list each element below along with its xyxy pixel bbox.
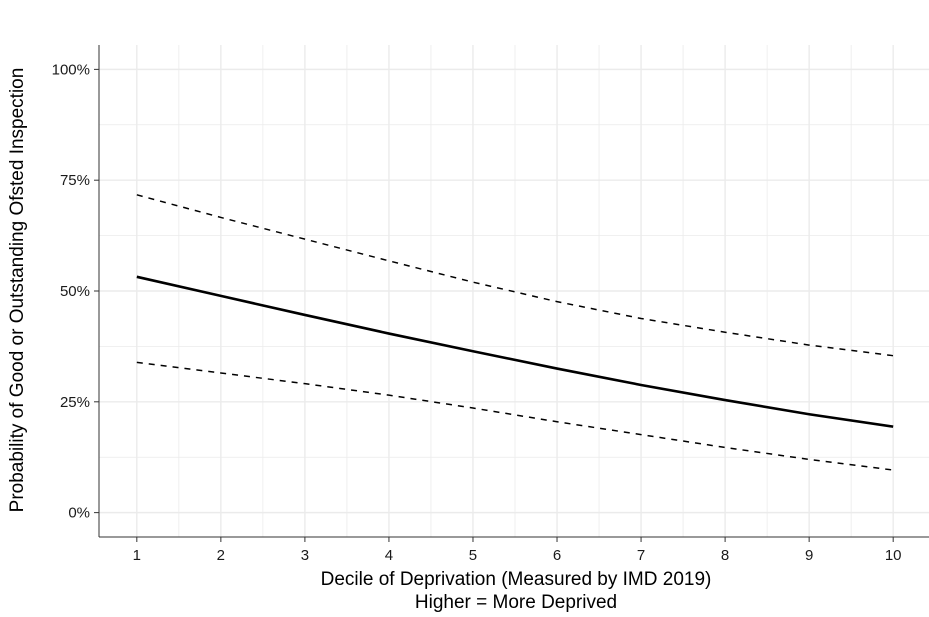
series-layer bbox=[136, 194, 894, 471]
x-tick-label: 6 bbox=[553, 547, 561, 564]
y-axis-title: Probability of Good or Outstanding Ofste… bbox=[7, 68, 28, 513]
y-tick-layer: 0% 25% 50% 75% 100% bbox=[52, 61, 99, 522]
x-tick-label: 5 bbox=[469, 547, 477, 564]
y-tick-label: 75% bbox=[60, 172, 90, 189]
y-tick-label: 25% bbox=[60, 394, 90, 411]
grid-major bbox=[99, 45, 929, 537]
x-axis-title: Decile of Deprivation (Measured by IMD 2… bbox=[321, 569, 712, 590]
y-tick-label: 50% bbox=[60, 283, 90, 300]
x-tick-label: 8 bbox=[721, 547, 729, 564]
x-tick-label: 2 bbox=[217, 547, 225, 564]
x-tick-label: 1 bbox=[133, 547, 141, 564]
x-tick-layer: 1 2 3 4 5 6 7 8 9 10 bbox=[133, 537, 902, 564]
y-tick-label: 100% bbox=[52, 61, 90, 78]
x-tick-label: 4 bbox=[385, 547, 393, 564]
estimate-line bbox=[136, 275, 894, 428]
x-tick-label: 7 bbox=[637, 547, 645, 564]
x-axis-subtitle: Higher = More Deprived bbox=[415, 592, 617, 613]
x-tick-label: 10 bbox=[885, 547, 902, 564]
lower-bound-line bbox=[136, 361, 894, 471]
x-tick-label: 3 bbox=[301, 547, 309, 564]
y-tick-label: 0% bbox=[68, 505, 90, 522]
x-tick-label: 9 bbox=[805, 547, 813, 564]
